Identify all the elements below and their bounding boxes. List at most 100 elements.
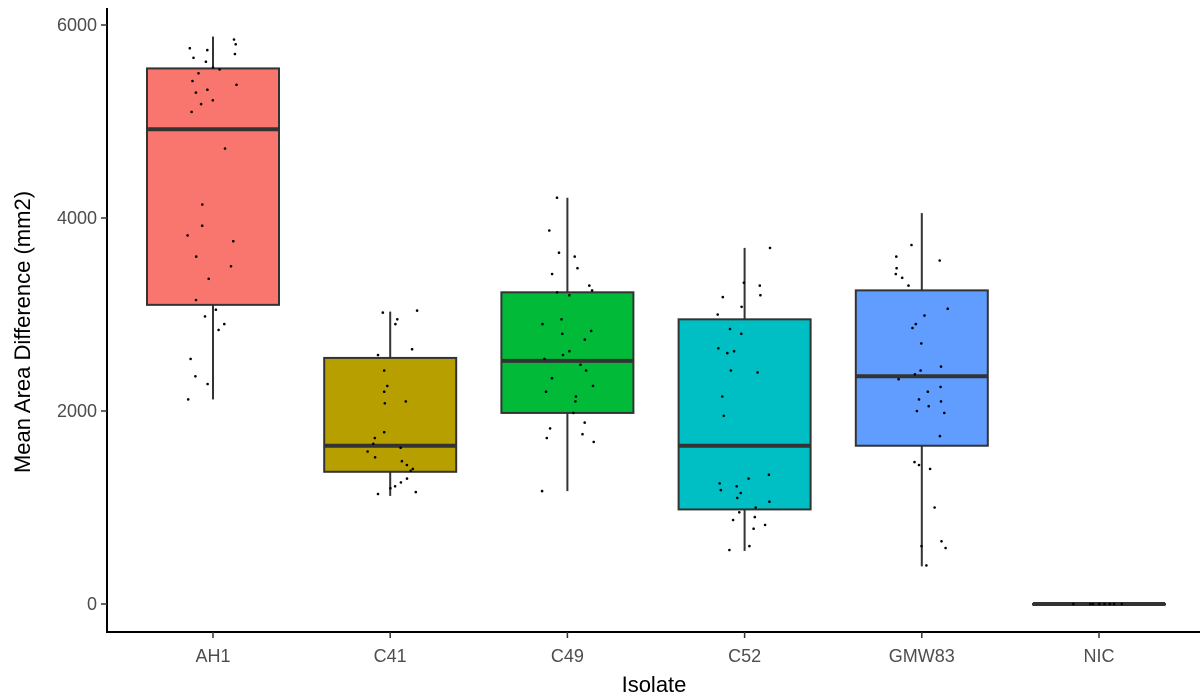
data-point-C49-31	[540, 489, 544, 493]
data-point-C41-24	[389, 486, 392, 490]
data-point-C49-29	[545, 436, 549, 440]
data-point-C52-14	[721, 395, 724, 398]
y-tick-label-4000: 4000	[57, 208, 97, 228]
data-point-C49-23	[574, 395, 578, 398]
data-point-C52-1	[742, 281, 746, 285]
data-point-C52-19	[735, 485, 738, 488]
data-point-C49-17	[543, 357, 546, 361]
data-point-GMW83-10	[911, 326, 914, 330]
box-C49	[500, 197, 635, 492]
data-point-GMW83-23	[938, 434, 942, 438]
data-point-AH1-5	[192, 56, 195, 60]
data-point-AH1-31	[194, 375, 197, 378]
data-point-C52-4	[721, 295, 725, 299]
x-tick-label-C52: C52	[728, 646, 761, 666]
box-body-AH1	[146, 67, 280, 306]
data-point-C41-1	[381, 311, 385, 314]
data-point-AH1-23	[229, 265, 233, 268]
data-point-C41-2	[396, 318, 399, 321]
data-point-GMW83-25	[917, 463, 921, 467]
data-point-AH1-4	[233, 52, 237, 56]
data-point-C49-26	[583, 421, 586, 424]
data-point-AH1-10	[191, 79, 194, 83]
data-point-GMW83-15	[897, 377, 900, 381]
data-point-C49-6	[588, 284, 591, 287]
box-C41	[323, 311, 458, 496]
data-point-C52-7	[728, 327, 732, 331]
data-point-GMW83-22	[943, 411, 946, 415]
box-AH1	[146, 36, 280, 400]
data-point-GMW83-19	[939, 400, 943, 403]
data-point-AH1-14	[211, 99, 215, 102]
data-point-C52-24	[754, 506, 757, 509]
data-point-NIC-2	[1072, 602, 1075, 606]
data-point-AH1-17	[223, 147, 227, 150]
data-point-AH1-29	[217, 328, 220, 332]
data-point-C41-16	[373, 456, 377, 459]
data-point-C41-13	[372, 442, 375, 446]
data-point-GMW83-26	[928, 467, 932, 471]
data-point-GMW83-27	[933, 506, 936, 509]
data-point-C49-15	[568, 349, 571, 353]
data-point-GMW83-24	[913, 460, 916, 464]
data-point-C41-17	[400, 459, 404, 463]
x-tick-label-AH1: AH1	[195, 646, 230, 666]
data-point-GMW83-17	[926, 390, 930, 394]
data-point-GMW83-14	[913, 373, 917, 376]
data-point-C41-11	[382, 430, 386, 434]
data-point-AH1-18	[201, 203, 204, 206]
data-point-GMW83-31	[925, 564, 928, 567]
box-GMW83	[854, 213, 989, 567]
data-point-C52-12	[729, 369, 733, 372]
data-point-AH1-3	[206, 48, 209, 52]
data-point-C41-3	[394, 322, 397, 326]
data-point-C41-15	[366, 450, 369, 453]
data-point-C49-0	[555, 196, 559, 199]
data-point-AH1-24	[207, 277, 210, 281]
data-point-C52-30	[748, 544, 751, 548]
data-point-C49-22	[544, 390, 548, 394]
data-point-C49-14	[583, 338, 587, 341]
data-point-GMW83-8	[923, 314, 926, 317]
data-point-C49-20	[550, 376, 554, 380]
data-point-C52-10	[732, 349, 736, 353]
data-point-C49-2	[557, 251, 561, 254]
data-point-C41-8	[382, 390, 386, 394]
y-tick-label-2000: 2000	[57, 401, 97, 421]
data-point-C49-30	[592, 440, 595, 444]
data-point-C49-1	[548, 229, 551, 232]
data-point-C52-5	[740, 305, 743, 309]
data-point-C41-22	[399, 481, 403, 484]
data-point-C52-28	[763, 523, 767, 527]
x-tick-label-GMW83: GMW83	[889, 646, 955, 666]
x-axis: AH1 C41 C49 C52 GMW83 NIC	[106, 631, 1200, 666]
data-point-C52-8	[740, 332, 743, 336]
data-point-NIC-6	[1089, 602, 1092, 606]
data-point-C41-12	[373, 436, 377, 440]
data-point-C49-3	[573, 255, 576, 258]
data-point-C52-17	[747, 477, 750, 480]
data-point-GMW83-11	[920, 342, 923, 345]
box-body-C41	[323, 356, 458, 473]
data-point-GMW83-18	[917, 398, 921, 401]
box-C52	[677, 247, 812, 551]
y-axis: 0 2000 4000 6000	[57, 8, 108, 632]
data-point-GMW83-16	[939, 385, 942, 389]
data-point-C49-16	[561, 353, 565, 357]
data-point-C49-5	[550, 272, 554, 276]
data-point-AH1-12	[206, 88, 209, 91]
data-point-C49-19	[584, 369, 588, 372]
data-point-AH1-2	[188, 46, 192, 50]
data-point-C52-21	[739, 491, 742, 495]
data-point-C41-21	[405, 477, 409, 480]
data-point-NIC-0	[1112, 602, 1116, 606]
data-point-C41-18	[405, 463, 409, 467]
data-point-AH1-30	[189, 357, 192, 361]
data-point-AH1-16	[190, 110, 193, 114]
data-point-C41-5	[376, 353, 380, 357]
data-point-C41-14	[399, 446, 402, 450]
y-tick-label-6000: 6000	[57, 15, 97, 35]
data-point-AH1-9	[197, 72, 200, 75]
x-tick-label-C41: C41	[374, 646, 407, 666]
data-point-GMW83-2	[938, 259, 941, 262]
